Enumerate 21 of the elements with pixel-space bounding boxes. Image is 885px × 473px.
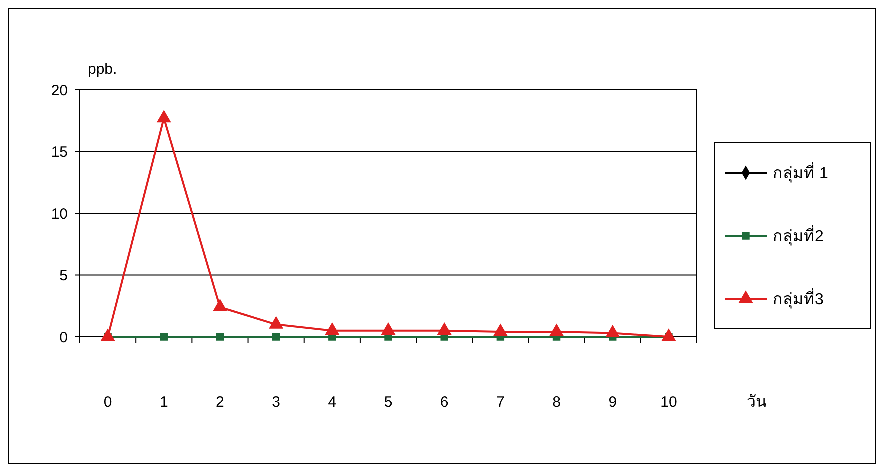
x-tick-label: 2 [216,394,224,411]
legend-label: กลุ่มที่2 [773,224,824,247]
x-tick-label: 0 [104,394,112,411]
x-tick-label: 10 [660,394,678,411]
y-tick-label: 15 [51,144,68,161]
y-axis-title: ppb. [88,61,118,78]
y-tick-label: 20 [51,82,68,100]
x-tick-label: 3 [272,394,280,411]
legend-label: กลุ่มที่3 [773,288,824,310]
x-tick-label: 5 [384,394,393,411]
x-axis-title: วัน [747,394,767,411]
x-tick-label: 9 [608,394,618,411]
legend-label: กลุ่มที่ 1 [773,162,828,184]
y-tick-label: 0 [60,329,68,346]
x-tick-label: 8 [552,394,561,411]
x-tick-label: 4 [328,394,337,411]
x-tick-label: 6 [440,394,449,411]
y-tick-label: 10 [51,206,68,223]
y-tick-label: 5 [60,268,68,284]
x-tick-label: 1 [160,394,168,411]
x-tick-label: 7 [496,394,505,411]
